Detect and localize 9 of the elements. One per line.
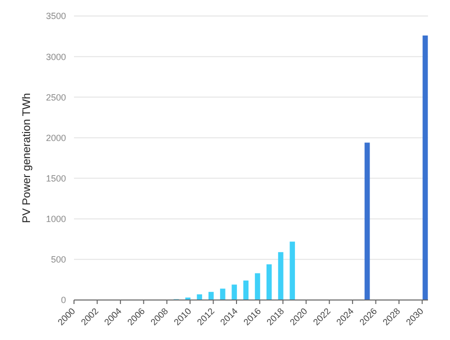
y-tick-label: 1000: [46, 214, 66, 224]
y-tick-label: 0: [60, 295, 66, 306]
y-tick-label: 2000: [46, 132, 66, 143]
y-tick-label: 2500: [46, 92, 66, 102]
y-tick-label: 3000: [46, 52, 66, 62]
y-tick-label: 500: [50, 254, 66, 265]
y-tick-label: 3500: [46, 11, 66, 22]
y-axis-title: PV Power generation TWh: [20, 92, 33, 224]
y-tick-label: 1500: [46, 173, 66, 184]
